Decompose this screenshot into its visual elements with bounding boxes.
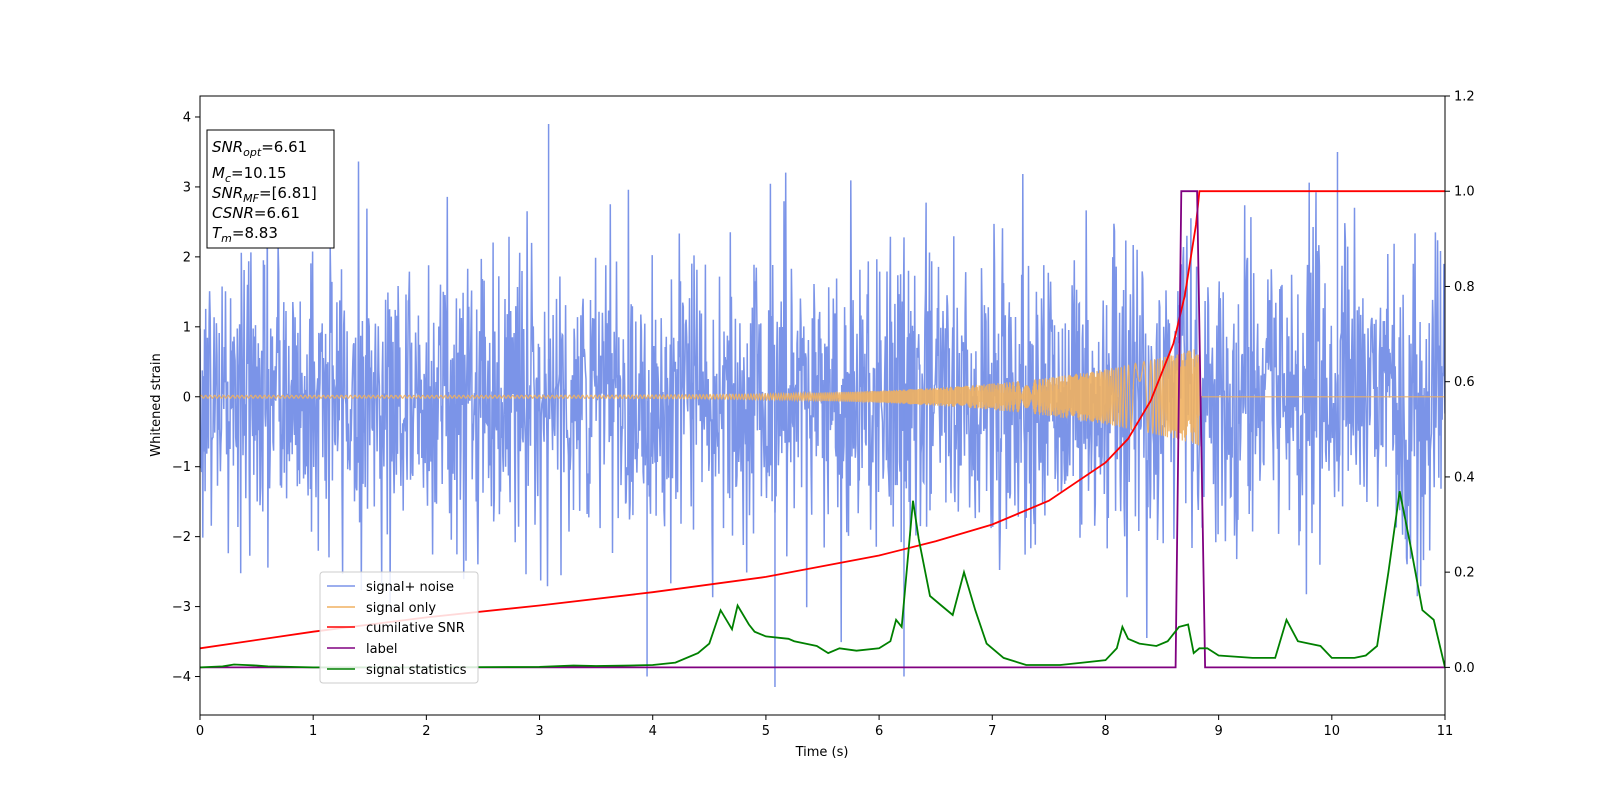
x-tick-label: 3 [535,724,543,739]
legend-label-label: label [366,642,397,657]
y-left-tick-label: −1 [172,460,191,475]
y-right-tick-label: 0.6 [1454,375,1475,390]
info-box: SNRopt=6.61 Mc=10.15 SNRMF=[6.81] CSNR=6… [206,129,335,249]
y-right-tick-label: 0.2 [1454,566,1475,581]
y-axis-title: Whitened strain [149,353,164,456]
info-snr-opt: SNRopt=6.61 [212,138,307,159]
y-left-tick-label: 4 [183,110,191,125]
legend: signal+ noise signal only cumilative SNR… [319,571,479,684]
series-signal-statistics-line [200,491,1445,669]
y-left-tick-label: 3 [183,180,191,195]
x-tick-label: 6 [875,724,883,739]
info-csnr: CSNR=6.61 [212,204,300,222]
x-tick-label: 1 [309,724,317,739]
x-axis: 0 1 2 3 4 5 6 7 8 9 10 11 [196,715,1453,739]
y-left-tick-label: −3 [172,600,191,615]
x-tick-label: 8 [1101,724,1109,739]
legend-label-signal-noise: signal+ noise [366,580,454,595]
x-tick-label: 0 [196,724,204,739]
legend-label-cumulative-snr: cumilative SNR [366,621,465,636]
x-tick-label: 2 [422,724,430,739]
x-axis-title: Time (s) [795,745,849,760]
series-label-line [200,190,1445,669]
x-tick-label: 7 [988,724,996,739]
y-right-tick-label: 0.8 [1454,280,1475,295]
info-tm: Tm=8.83 [212,224,278,245]
legend-label-signal-only: signal only [366,601,436,616]
y-left-tick-label: −2 [172,530,191,545]
y-left-tick-label: 0 [183,390,191,405]
legend-frame [319,571,479,684]
y-right-tick-label: 0.4 [1454,470,1475,485]
series-signal-only-line [200,349,1445,446]
info-box-frame [206,129,335,249]
y-left-tick-label: 1 [183,320,191,335]
y-left-tick-label: 2 [183,250,191,265]
series-cumulative-snr-line [200,190,1445,650]
legend-label-signal-statistics: signal statistics [366,663,467,678]
axes-frame [199,95,1446,716]
plot-area [200,123,1445,688]
y-axis-left: −4 −3 −2 −1 0 1 2 3 4 [172,110,200,685]
y-axis-right: 0.0 0.2 0.4 0.6 0.8 1.0 1.2 [1445,90,1475,676]
y-right-tick-label: 0.0 [1454,661,1475,676]
x-tick-label: 4 [649,724,657,739]
x-tick-label: 9 [1214,724,1222,739]
series-signal-noise-line [200,161,1445,643]
y-right-tick-label: 1.0 [1454,185,1475,200]
info-snr-mf: SNRMF=[6.81] [212,184,317,205]
y-left-tick-label: −4 [172,670,191,685]
y-right-tick-label: 1.2 [1454,90,1475,105]
info-mc: Mc=10.15 [212,164,287,185]
x-tick-label: 5 [762,724,770,739]
x-tick-label: 11 [1437,724,1454,739]
x-tick-label: 10 [1324,724,1341,739]
